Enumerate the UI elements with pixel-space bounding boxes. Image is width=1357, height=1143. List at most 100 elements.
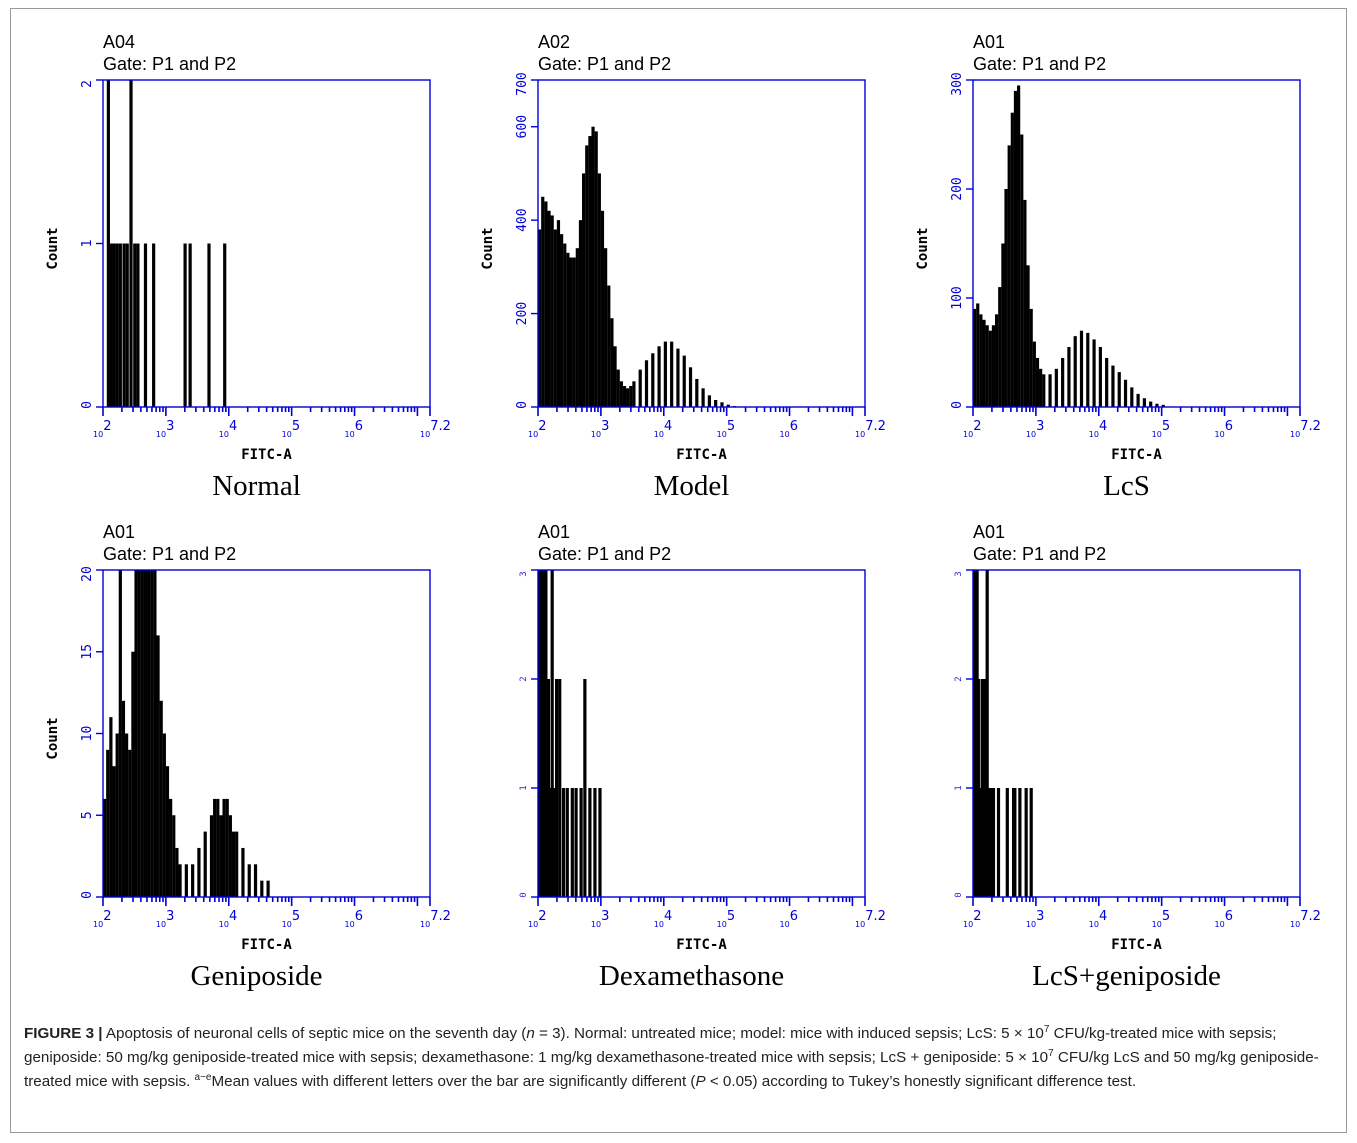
- histogram-bar: [241, 847, 245, 897]
- histogram-bar: [682, 355, 686, 407]
- histogram-bar: [558, 679, 562, 897]
- histogram-bar: [106, 80, 110, 407]
- histogram-bar: [266, 880, 270, 897]
- histogram-bar: [593, 788, 597, 897]
- x-tick-label: 105: [282, 419, 300, 439]
- histogram-bar: [1029, 308, 1033, 407]
- y-tick-label: 15: [80, 644, 95, 660]
- histogram-bar: [162, 733, 166, 897]
- histogram-bar: [1032, 341, 1036, 407]
- histogram-bar: [1023, 199, 1027, 407]
- histogram-bar: [979, 314, 983, 407]
- histogram-bar: [985, 570, 989, 897]
- histogram-bar: [579, 788, 583, 897]
- y-tick-label: 2: [519, 676, 529, 681]
- y-tick-label: 600: [515, 115, 530, 138]
- histogram-bar: [613, 346, 617, 407]
- y-tick-label: 5: [80, 811, 95, 819]
- histogram-bar: [547, 210, 551, 407]
- x-tick-label: 103: [1026, 909, 1044, 929]
- sample-well-label: A01: [973, 522, 1005, 542]
- histogram-bar: [720, 402, 724, 407]
- plot-frame: [537, 569, 866, 898]
- histogram-bar: [1149, 401, 1153, 407]
- histogram-bar: [688, 367, 693, 407]
- sample-well-label: A01: [973, 32, 1005, 52]
- histogram-bar: [657, 346, 661, 407]
- histogram-bar: [701, 388, 705, 407]
- histogram-bar: [156, 635, 160, 897]
- histogram-bar: [546, 679, 551, 897]
- histogram-bar: [150, 570, 154, 897]
- histogram-bar: [1013, 788, 1017, 897]
- histogram-bar: [137, 570, 141, 897]
- caption-sup-1: 7: [1043, 1023, 1050, 1035]
- histogram-bar: [183, 243, 187, 407]
- histogram-bar: [1073, 336, 1077, 407]
- y-tick-label: 400: [515, 208, 530, 231]
- histogram-bar: [118, 570, 122, 897]
- caption-text-1: Apoptosis of neuronal cells of septic mi…: [102, 1025, 527, 1042]
- histogram-bar: [115, 733, 119, 897]
- caption-p: P: [695, 1073, 706, 1090]
- histogram-bar: [663, 341, 667, 407]
- histogram-bar: [159, 700, 163, 897]
- histogram-bar: [122, 243, 126, 407]
- histogram-bar: [219, 815, 223, 897]
- histogram-bar: [995, 314, 999, 407]
- histogram-bar: [987, 788, 991, 897]
- histogram-bar: [594, 131, 598, 407]
- histogram-bar: [1024, 788, 1028, 897]
- plot-frame: [972, 569, 1301, 898]
- histogram-bar: [216, 798, 220, 897]
- caption-text-3: CFU/kg-treated mice with sepsis; genipos…: [24, 1025, 1277, 1066]
- histogram-bar: [1048, 374, 1052, 407]
- y-tick-label: 300: [950, 72, 965, 95]
- histogram-bar: [610, 318, 614, 407]
- histogram-bar: [578, 220, 583, 407]
- histogram-bar: [996, 788, 1001, 897]
- y-tick-label: 0: [80, 401, 95, 409]
- histogram-bar: [1130, 387, 1134, 407]
- caption-text-2: = 3). Normal: untreated mice; model: mic…: [534, 1025, 1044, 1042]
- histogram-bar: [178, 864, 182, 897]
- y-tick-label: 200: [515, 302, 530, 325]
- gate-label: Gate: P1 and P2: [103, 54, 236, 74]
- histogram-bar: [619, 381, 623, 407]
- x-tick-label: 105: [717, 909, 735, 929]
- histogram-bar: [1086, 332, 1090, 407]
- x-tick-label: 104: [654, 909, 672, 929]
- histogram-bar: [1001, 243, 1005, 407]
- histogram-bar: [140, 570, 144, 897]
- x-tick-label: 103: [1026, 419, 1044, 439]
- histogram-bar: [553, 788, 557, 897]
- y-axis-label: Count: [45, 227, 61, 269]
- y-tick-label: 2: [954, 676, 964, 681]
- histogram-bar: [598, 788, 602, 897]
- histogram-bar: [988, 330, 992, 407]
- x-tick-label: 106: [345, 419, 363, 439]
- histogram-bar: [134, 570, 138, 897]
- histogram-bar: [1079, 330, 1084, 407]
- histogram-bar: [572, 257, 576, 407]
- x-tick-label: 102: [93, 909, 111, 929]
- histogram-bar: [128, 749, 132, 897]
- x-tick-label: 102: [963, 419, 981, 439]
- x-tick-label: 102: [528, 419, 546, 439]
- histogram-bar: [1007, 145, 1011, 407]
- sample-well-label: A01: [538, 522, 570, 542]
- y-tick-label: 3: [954, 571, 964, 576]
- y-tick-label: 700: [515, 72, 530, 95]
- histogram-bar: [676, 348, 680, 407]
- histogram-bar: [550, 570, 554, 897]
- histogram-bar: [213, 798, 217, 897]
- x-tick-label: 103: [591, 419, 609, 439]
- caption-sup-2: 7: [1048, 1047, 1054, 1059]
- histogram-bar: [1029, 788, 1033, 897]
- histogram-bar: [629, 385, 633, 407]
- x-tick-label: 107.2: [420, 909, 451, 929]
- histogram-bar: [597, 173, 601, 407]
- histogram-bar: [260, 880, 264, 897]
- y-tick-label: 10: [80, 726, 95, 742]
